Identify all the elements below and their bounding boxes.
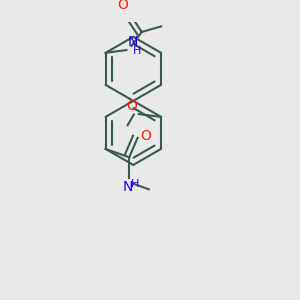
Text: O: O <box>117 0 128 13</box>
Text: O: O <box>140 129 151 143</box>
Text: O: O <box>127 99 137 113</box>
Text: N: N <box>123 180 133 194</box>
Text: H: H <box>133 46 142 56</box>
Text: H: H <box>131 179 140 189</box>
Text: N: N <box>127 35 138 49</box>
